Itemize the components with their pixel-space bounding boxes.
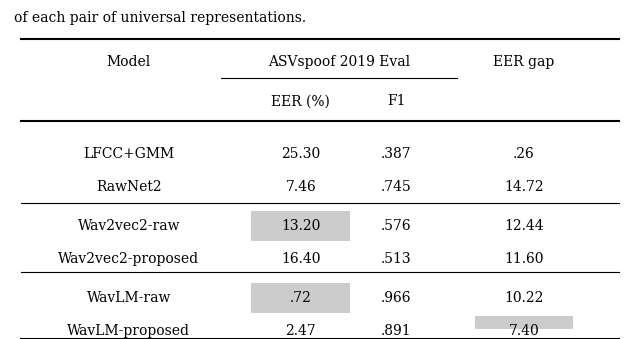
Text: ASVspoof 2019 Eval: ASVspoof 2019 Eval <box>268 55 410 69</box>
Text: .26: .26 <box>513 147 535 161</box>
Text: 10.22: 10.22 <box>504 291 543 305</box>
Text: 12.44: 12.44 <box>504 219 544 233</box>
Text: F1: F1 <box>387 94 406 108</box>
Text: WavLM-raw: WavLM-raw <box>86 291 171 305</box>
Text: 14.72: 14.72 <box>504 180 544 194</box>
Text: EER (%): EER (%) <box>271 94 330 108</box>
Text: .72: .72 <box>290 291 312 305</box>
Text: 16.40: 16.40 <box>281 252 321 266</box>
Text: 7.40: 7.40 <box>509 324 540 338</box>
FancyBboxPatch shape <box>252 283 350 313</box>
Text: .513: .513 <box>381 252 412 266</box>
Text: .891: .891 <box>381 324 412 338</box>
Text: .387: .387 <box>381 147 412 161</box>
FancyBboxPatch shape <box>474 316 573 339</box>
FancyBboxPatch shape <box>252 211 350 241</box>
Text: .745: .745 <box>381 180 412 194</box>
Text: of each pair of universal representations.: of each pair of universal representation… <box>14 11 307 25</box>
Text: 13.20: 13.20 <box>281 219 321 233</box>
Text: 7.46: 7.46 <box>285 180 316 194</box>
Text: LFCC+GMM: LFCC+GMM <box>83 147 174 161</box>
Text: EER gap: EER gap <box>493 55 554 69</box>
Text: Wav2vec2-raw: Wav2vec2-raw <box>77 219 180 233</box>
Text: WavLM-proposed: WavLM-proposed <box>67 324 190 338</box>
Text: Wav2vec2-proposed: Wav2vec2-proposed <box>58 252 200 266</box>
Text: .966: .966 <box>381 291 412 305</box>
Text: 11.60: 11.60 <box>504 252 543 266</box>
Text: 2.47: 2.47 <box>285 324 316 338</box>
Text: RawNet2: RawNet2 <box>96 180 162 194</box>
Text: 25.30: 25.30 <box>281 147 321 161</box>
Text: Model: Model <box>107 55 151 69</box>
Text: .576: .576 <box>381 219 412 233</box>
